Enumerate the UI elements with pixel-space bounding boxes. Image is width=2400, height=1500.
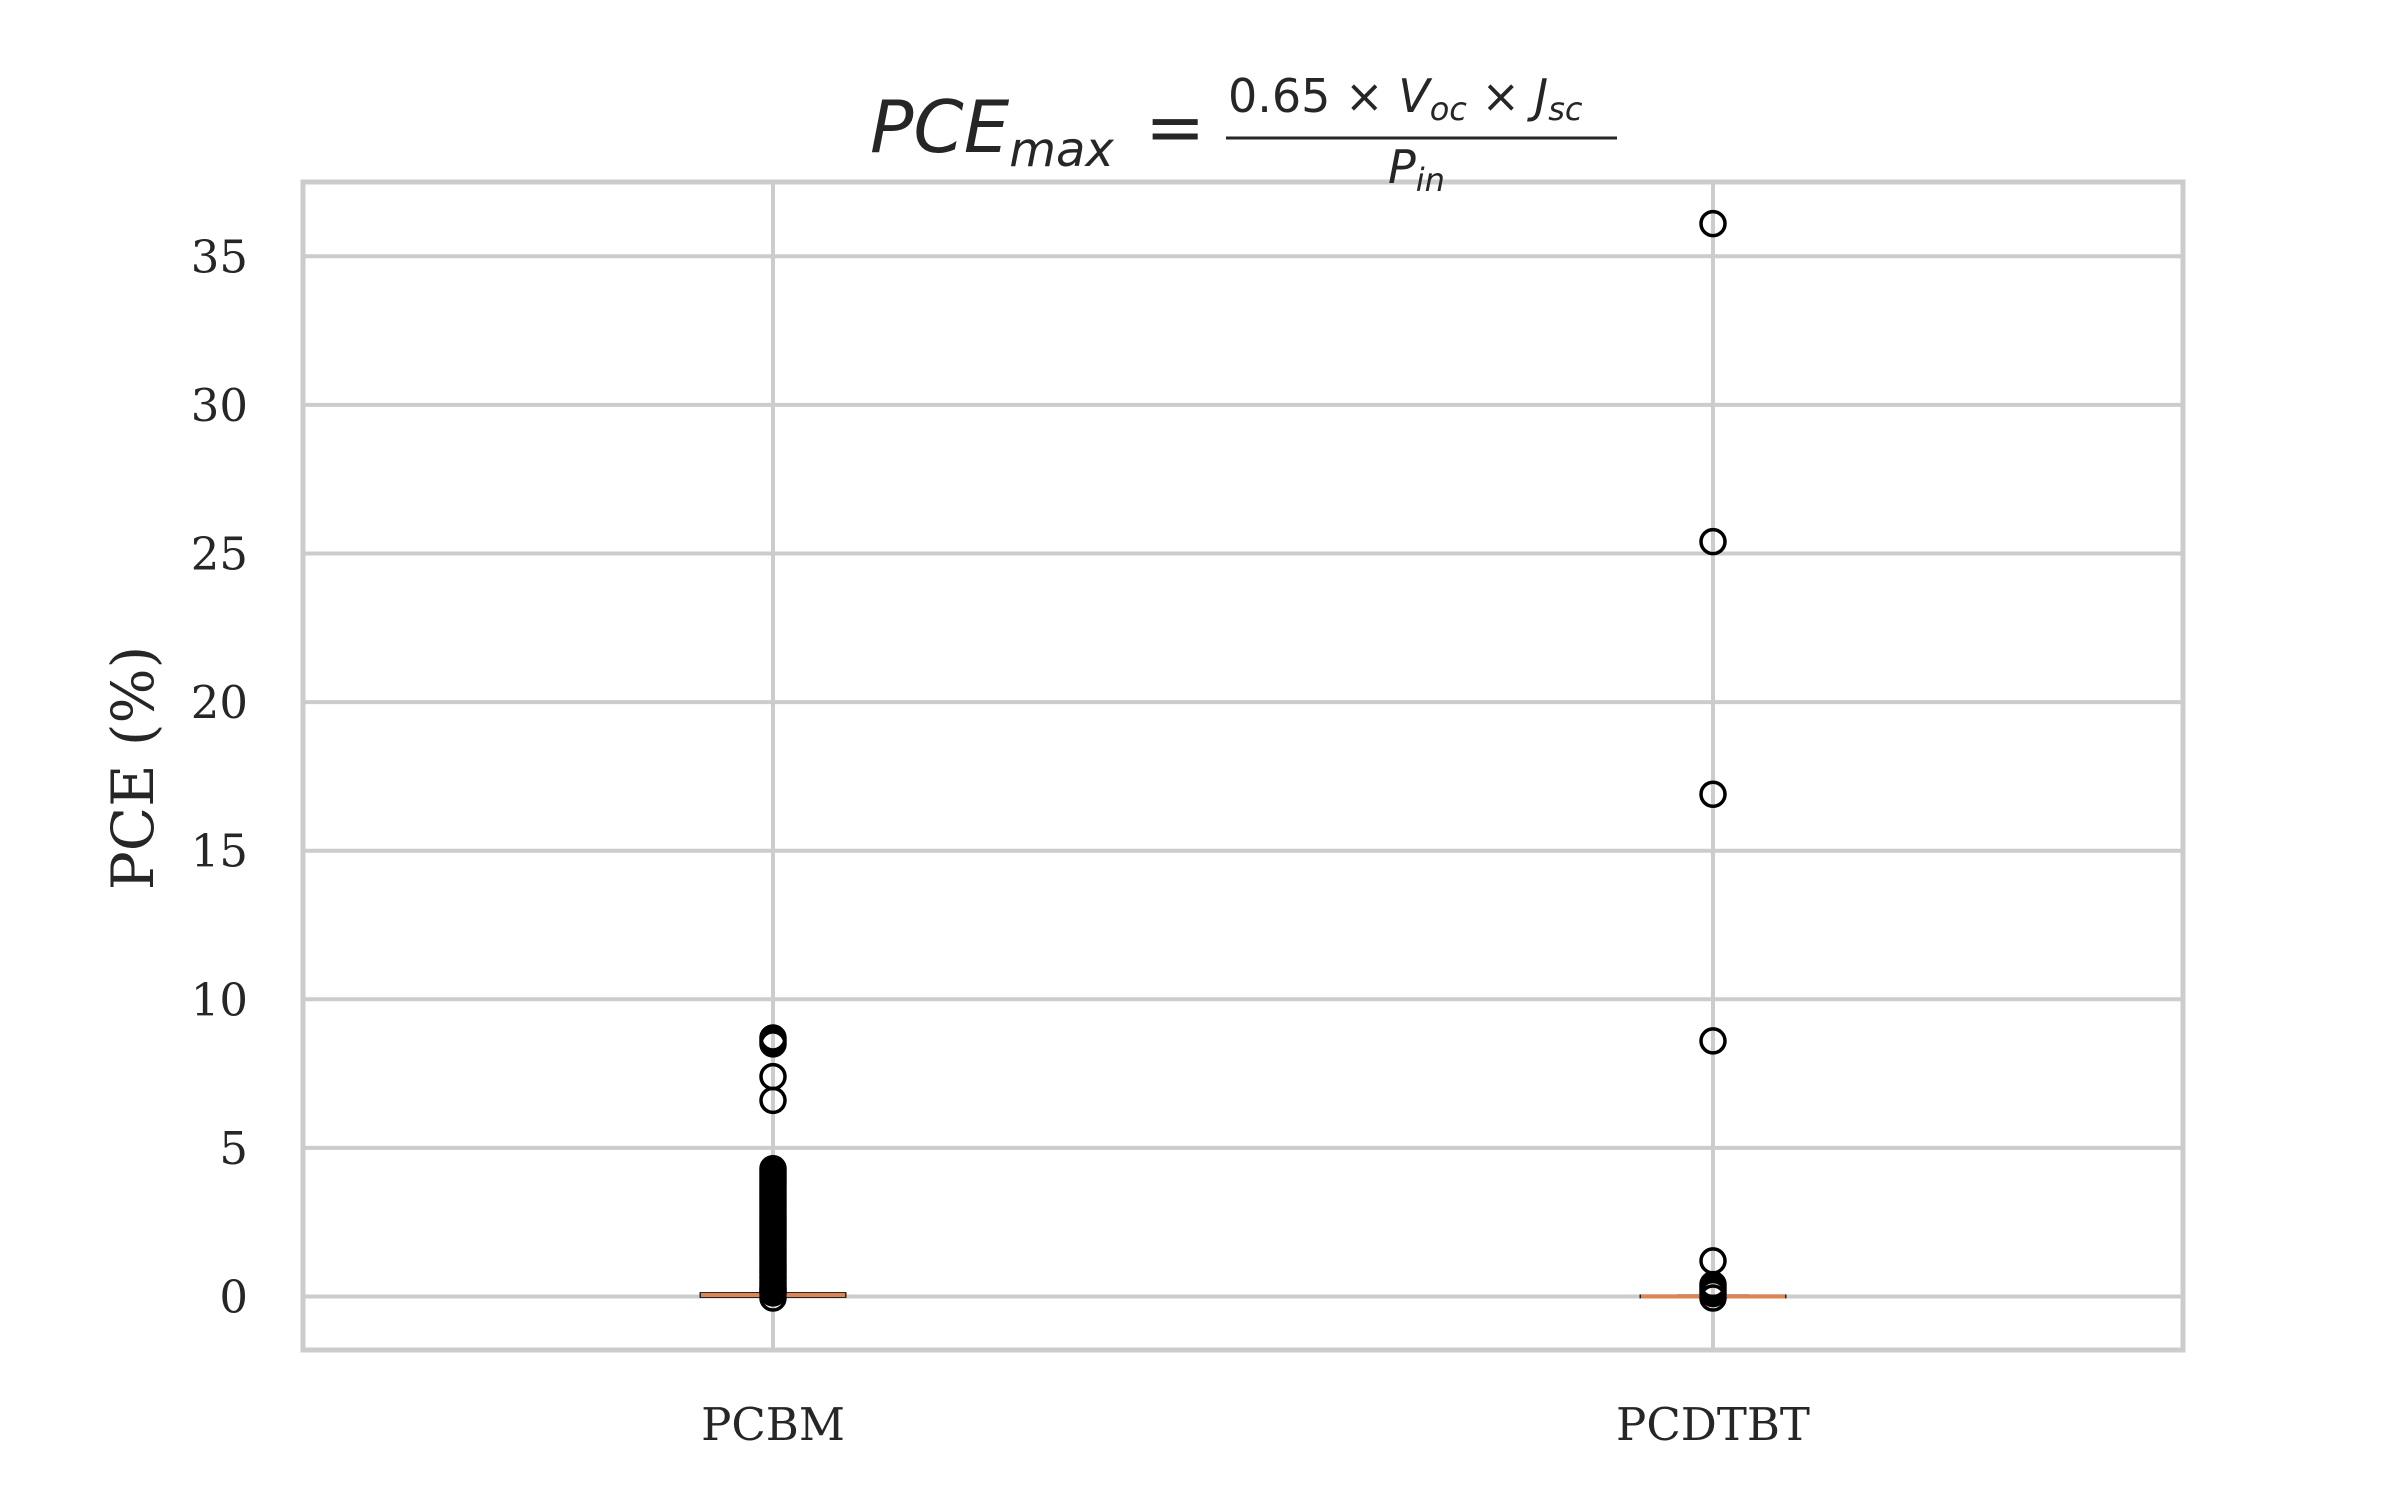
x-tick-label: PCDTBT [1616,1398,1810,1451]
title-pce-subscript: max [1009,122,1114,178]
y-tick-label: 5 [219,1122,248,1175]
y-tick-label: 15 [191,825,248,878]
y-tick-label: 35 [191,230,248,283]
title-pin: P [1388,140,1416,194]
x-tick-label: PCBM [701,1398,845,1451]
x-tick-labels: PCBM PCDTBT [701,1398,1810,1451]
outlier-point [1699,780,1727,808]
title-times: × [1467,69,1535,123]
title-voc-subscript: oc [1430,90,1468,128]
y-tick-labels: 0 5 10 15 20 25 30 35 [191,230,248,1323]
title-jsc-subscript: sc [1548,90,1583,128]
svg-text:0.65 × Voc × Jsc: 0.65 × Voc × Jsc [1228,69,1583,128]
y-tick-label: 10 [191,973,248,1026]
svg-text:Pin: Pin [1388,140,1445,199]
svg-text:PCEmax: PCEmax [870,85,1114,178]
title-equals: = [1145,85,1205,169]
outlier-point [1699,527,1727,556]
grid-lines [303,182,2183,1350]
y-tick-label: 0 [219,1271,248,1324]
plot-area-border [300,179,2186,1353]
title-pin-subscript: in [1416,161,1445,199]
y-tick-label: 20 [191,676,248,729]
y-tick-label: 25 [191,528,248,581]
outlier-point [759,1284,787,1312]
title-pce: PCE [870,85,1010,169]
outlier-point [1699,1284,1727,1312]
chart-title: PCEmax = 0.65 × Voc × Jsc Pin [870,69,1617,199]
outlier-point [759,1086,787,1115]
outlier-points [759,209,1727,1312]
outlier-point [759,1030,787,1058]
title-numerator-coef: 0.65 × [1228,69,1398,123]
title-voc: V [1398,69,1433,123]
outlier-point [1699,1027,1727,1055]
y-axis-label: PCE (%) [99,646,167,891]
outlier-point [1699,209,1727,238]
y-tick-label: 30 [191,379,248,432]
